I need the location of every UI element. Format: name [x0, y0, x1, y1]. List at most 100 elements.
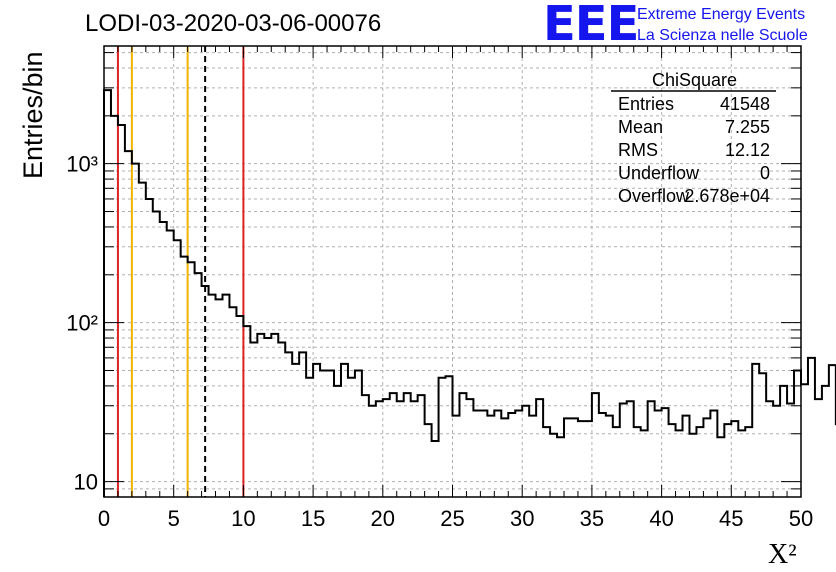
histogram-bin — [808, 358, 815, 497]
histogram-bin — [229, 307, 236, 497]
x-tick-label: 45 — [719, 506, 743, 531]
histogram-bin — [202, 286, 209, 497]
histogram-bin — [571, 418, 578, 497]
histogram-bin — [648, 401, 655, 497]
histogram-bin — [822, 386, 829, 497]
histogram-bin — [724, 424, 731, 497]
histogram-bin — [599, 413, 606, 497]
histogram-bin — [501, 418, 508, 497]
histogram-bin — [613, 427, 620, 497]
stats-value: 7.255 — [725, 117, 770, 137]
histogram-bin — [292, 364, 299, 497]
histogram-bin — [780, 386, 787, 497]
histogram-bin — [160, 222, 167, 497]
histogram-bin — [752, 364, 759, 497]
x-tick-label: 50 — [789, 506, 813, 531]
x-tick-label: 0 — [98, 506, 110, 531]
histogram-bin — [313, 364, 320, 497]
histogram-bin — [550, 434, 557, 497]
stats-value: 12.12 — [725, 140, 770, 160]
histogram-bin — [592, 393, 599, 497]
histogram-bin — [606, 416, 613, 497]
histogram-bin — [696, 427, 703, 497]
histogram-bin — [641, 430, 648, 497]
histogram-bin — [655, 411, 662, 497]
histogram-bin — [466, 399, 473, 497]
stats-label: Overflow — [618, 186, 690, 206]
histogram-bin — [195, 273, 202, 497]
histogram-bin — [494, 411, 501, 497]
stats-value: 41548 — [720, 94, 770, 114]
chart-title: LODI-03-2020-03-06-00076 — [85, 10, 382, 37]
histogram-bin — [243, 326, 250, 497]
histogram-bin — [829, 365, 836, 497]
histogram-bin — [759, 373, 766, 497]
stats-label: Mean — [618, 117, 663, 137]
histogram-bin — [167, 230, 174, 497]
histogram-bin — [209, 295, 216, 497]
histogram-bin — [376, 401, 383, 497]
histogram-bin — [627, 401, 634, 497]
histogram-bin — [669, 424, 676, 497]
histogram-bin — [459, 393, 466, 497]
histogram-bin — [257, 334, 264, 497]
histogram-bin — [334, 386, 341, 497]
histogram-bin — [278, 342, 285, 497]
histogram-bin — [717, 437, 724, 497]
x-tick-label: 20 — [371, 506, 395, 531]
histogram-bin — [683, 416, 690, 497]
histogram-bin — [536, 399, 543, 497]
histogram-bin — [787, 403, 794, 497]
histogram-bin — [703, 418, 710, 497]
x-tick-label: 30 — [510, 506, 534, 531]
histogram-bin — [418, 395, 425, 497]
histogram-bin — [557, 437, 564, 497]
x-tick-label: 40 — [649, 506, 673, 531]
histogram-bin — [766, 401, 773, 497]
histogram-bin — [487, 416, 494, 497]
histogram-bin — [801, 384, 808, 497]
histogram-bin — [362, 395, 369, 497]
histogram-bin — [306, 378, 313, 497]
histogram-bin — [738, 430, 745, 497]
histogram-bin — [383, 399, 390, 497]
stats-label: RMS — [618, 140, 658, 160]
histogram-bin — [271, 334, 278, 497]
histogram-bin — [404, 393, 411, 497]
y-tick-label: 10 — [74, 470, 98, 495]
histogram-bin — [181, 257, 188, 497]
histogram-bin — [125, 151, 132, 497]
histogram-bin — [508, 413, 515, 497]
histogram-bin — [118, 125, 125, 497]
histogram-bin — [446, 376, 453, 497]
logo-caption-line2: La Scienza nelle Scuole — [637, 27, 808, 44]
histogram-bin — [188, 262, 195, 497]
histogram-bin — [146, 199, 153, 497]
histogram-bin — [676, 430, 683, 497]
histogram-bin — [111, 116, 118, 497]
histogram-bin — [522, 406, 529, 497]
histogram-bin — [390, 393, 397, 497]
histogram-bin — [355, 370, 362, 497]
histogram-bin — [745, 427, 752, 497]
stats-title: ChiSquare — [652, 70, 737, 90]
y-axis-label: Entries/bin — [18, 51, 48, 179]
histogram-bin — [564, 418, 571, 497]
histogram-line — [103, 89, 836, 497]
x-tick-label: 10 — [231, 506, 255, 531]
histogram-series — [103, 89, 836, 497]
histogram-bin — [348, 378, 355, 497]
histogram-bin — [731, 421, 738, 497]
axis-ticks: 0 5 10 15 20 25 30 35 40 45 50 10 10² 10³ — [66, 46, 813, 531]
histogram-bin — [104, 90, 111, 497]
histogram-bin — [662, 408, 669, 497]
x-tick-label: 25 — [440, 506, 464, 531]
logo-caption-line1: Extreme Energy Events — [637, 6, 806, 23]
x-tick-label: 15 — [301, 506, 325, 531]
histogram-bin — [327, 370, 334, 497]
histogram-bin — [689, 434, 696, 497]
stats-label: Entries — [618, 94, 674, 114]
y-tick-label: 10³ — [66, 152, 98, 177]
histogram-bin — [773, 406, 780, 497]
histogram-bin — [634, 427, 641, 497]
